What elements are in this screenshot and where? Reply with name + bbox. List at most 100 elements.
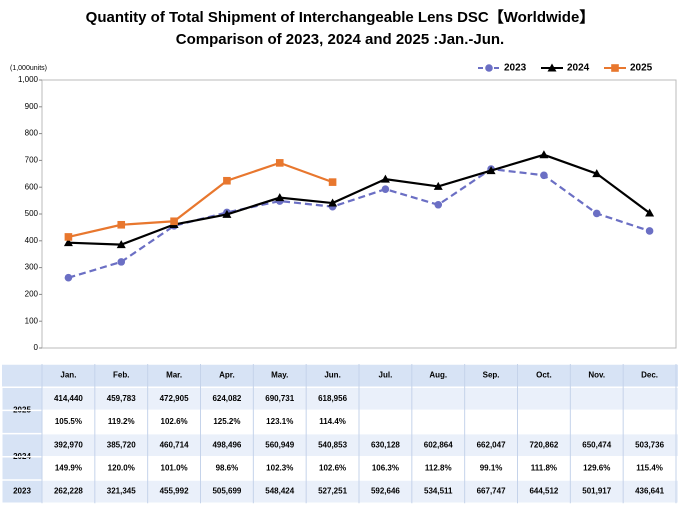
- chart-subtitle: Comparison of 2023, 2024 and 2025 :Jan.-…: [176, 31, 504, 48]
- table-value: 560,949: [265, 440, 294, 449]
- marker: [117, 258, 126, 266]
- y-tick-label: 100: [25, 316, 39, 325]
- table-value: 501,917: [582, 487, 611, 496]
- marker: [328, 178, 337, 186]
- table-ratio: 120.0%: [108, 464, 135, 473]
- y-tick-label: 900: [25, 102, 39, 111]
- table-value: 592,646: [371, 487, 400, 496]
- marker: [328, 198, 338, 207]
- y-tick-label: 0: [34, 343, 39, 352]
- table-value: 321,345: [107, 487, 136, 496]
- table-value: 503,736: [635, 440, 664, 449]
- table-ratio: 149.9%: [55, 464, 82, 473]
- marker: [592, 169, 602, 178]
- marker: [380, 174, 390, 183]
- marker: [64, 273, 73, 282]
- table-value: 385,720: [107, 440, 136, 449]
- table-ratio: 106.3%: [372, 464, 399, 473]
- y-tick-label: 800: [25, 129, 39, 138]
- table-ratio: 129.6%: [583, 464, 610, 473]
- table-header: Nov.: [588, 371, 605, 380]
- table-header: Mar.: [166, 371, 182, 380]
- table-value: 630,128: [371, 440, 400, 449]
- table-header: Oct.: [536, 371, 552, 380]
- series-line: [68, 153, 651, 246]
- table-ratio: 123.1%: [266, 417, 293, 426]
- table-value: 667,747: [477, 487, 506, 496]
- marker: [116, 240, 126, 249]
- table-ratio: 119.2%: [108, 417, 135, 426]
- table-value: 548,424: [265, 487, 294, 496]
- marker: [645, 208, 655, 217]
- marker: [540, 171, 548, 180]
- legend-marker: [485, 64, 493, 72]
- table-value: 618,956: [318, 394, 347, 403]
- marker: [645, 227, 654, 235]
- table-header: Sep.: [483, 371, 500, 380]
- legend-marker: [547, 63, 557, 72]
- marker: [223, 176, 231, 185]
- table-row-label: 2023: [13, 487, 31, 496]
- y-tick-label: 400: [25, 236, 39, 245]
- table-value: 262,228: [54, 487, 83, 496]
- table-header: Dec.: [641, 371, 658, 380]
- marker: [275, 159, 284, 167]
- table-value: 624,082: [212, 394, 241, 403]
- table-ratio: 115.4%: [636, 464, 663, 473]
- table-value: 392,970: [54, 440, 83, 449]
- table-value: 602,864: [424, 440, 453, 449]
- table-ratio: 105.5%: [55, 417, 82, 426]
- table-value: 644,512: [529, 487, 558, 496]
- table-value: 455,992: [160, 487, 189, 496]
- marker: [63, 238, 73, 247]
- marker: [433, 181, 443, 190]
- table-ratio: 102.6%: [319, 464, 346, 473]
- y-tick-label: 300: [25, 263, 39, 272]
- y-tick-label: 200: [25, 290, 39, 299]
- table-value: 720,862: [529, 440, 558, 449]
- table-ratio: 102.6%: [161, 417, 188, 426]
- table-value: 460,714: [160, 440, 189, 449]
- table-ratio: 114.4%: [319, 417, 346, 426]
- table-row-bg: [42, 387, 678, 411]
- table-value: 534,511: [424, 487, 453, 496]
- table-header: Jan.: [60, 371, 76, 380]
- table-value: 459,783: [107, 394, 136, 403]
- marker: [486, 166, 496, 175]
- table-ratio: 99.1%: [480, 464, 503, 473]
- plot-frame: [41, 79, 677, 349]
- table-header: Feb.: [113, 371, 129, 380]
- table-header-bg: [2, 364, 678, 388]
- table-ratio: 111.8%: [531, 464, 557, 473]
- table-value: 436,641: [635, 487, 664, 496]
- y-tick-label: 500: [25, 209, 39, 218]
- legend-label: 2023: [504, 63, 527, 74]
- table-ratio: 125.2%: [213, 417, 240, 426]
- marker: [434, 200, 443, 209]
- table-header: Aug.: [429, 371, 447, 380]
- legend-label: 2025: [630, 63, 653, 74]
- table-value: 498,496: [212, 440, 241, 449]
- marker: [592, 209, 601, 218]
- table-value: 472,905: [160, 394, 189, 403]
- table-header: May.: [271, 371, 288, 380]
- y-unit: (1,000units): [10, 65, 47, 72]
- marker: [64, 233, 73, 241]
- marker: [170, 217, 178, 226]
- chart-title: Quantity of Total Shipment of Interchang…: [86, 8, 595, 26]
- marker: [539, 150, 549, 159]
- marker: [275, 193, 285, 202]
- table-ratio: 101.0%: [161, 464, 188, 473]
- marker: [381, 185, 390, 193]
- table-header: Jun.: [324, 371, 340, 380]
- table-value: 662,047: [477, 440, 506, 449]
- y-tick-label: 1,000: [18, 75, 39, 84]
- y-tick-label: 600: [25, 182, 39, 191]
- table-value: 540,853: [318, 440, 347, 449]
- table-value: 650,474: [582, 440, 611, 449]
- table-ratio: 98.6%: [216, 464, 239, 473]
- table-value: 505,699: [212, 487, 241, 496]
- table-ratio: 112.8%: [425, 464, 452, 473]
- marker: [222, 209, 232, 218]
